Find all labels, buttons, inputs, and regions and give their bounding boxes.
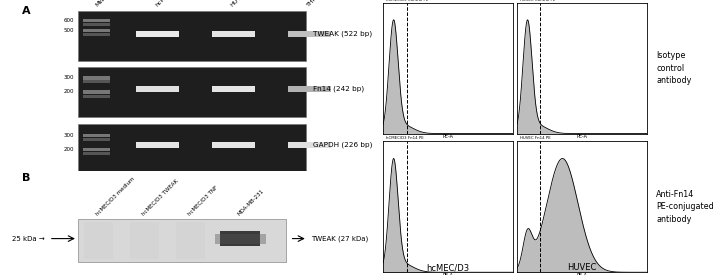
Text: 200: 200 — [64, 147, 74, 152]
X-axis label: PE-A: PE-A — [443, 134, 453, 139]
X-axis label: PE-A: PE-A — [576, 273, 588, 275]
Bar — [83, 148, 110, 152]
X-axis label: PE-A: PE-A — [576, 134, 588, 139]
Bar — [136, 86, 179, 92]
Text: 600: 600 — [64, 18, 74, 23]
Bar — [84, 222, 113, 259]
Text: hcMEC/D3 medium: hcMEC/D3 medium — [95, 176, 136, 216]
Text: hCMEC/D3 Control PE: hCMEC/D3 Control PE — [386, 0, 428, 2]
Text: hcMEC/D3 TNF: hcMEC/D3 TNF — [187, 185, 219, 216]
Text: 300: 300 — [64, 75, 74, 80]
Bar — [136, 31, 179, 37]
Text: HUVEC: HUVEC — [567, 263, 596, 272]
Text: hcMEC/D3: hcMEC/D3 — [154, 0, 180, 8]
Text: GAPDH (226 bp): GAPDH (226 bp) — [313, 141, 373, 148]
Text: HUVEC Control PE: HUVEC Control PE — [520, 0, 555, 2]
Bar — [83, 138, 110, 141]
Bar — [78, 67, 306, 117]
Bar — [288, 86, 331, 92]
Text: hcMEC/D3: hcMEC/D3 — [427, 263, 469, 272]
Text: Fn14 (242 bp): Fn14 (242 bp) — [313, 86, 365, 92]
Bar — [212, 86, 255, 92]
Bar — [83, 81, 110, 84]
Text: MW: MW — [94, 0, 106, 8]
Text: HUVEC: HUVEC — [230, 0, 249, 8]
Text: 300: 300 — [64, 133, 74, 138]
Bar — [83, 23, 110, 26]
Bar — [83, 29, 110, 32]
Bar — [215, 233, 266, 244]
Text: hcMEC/D3 TWEAK: hcMEC/D3 TWEAK — [141, 178, 179, 216]
Bar — [220, 232, 260, 246]
X-axis label: PE-A: PE-A — [443, 273, 453, 275]
Bar — [212, 31, 255, 37]
Text: THP-1: THP-1 — [306, 0, 323, 8]
Text: B: B — [22, 173, 30, 183]
Bar — [83, 95, 110, 98]
Bar — [83, 33, 110, 36]
Text: Isotype
control
antibody: Isotype control antibody — [656, 51, 692, 85]
Text: hCMEC/D3 Fn14 PE: hCMEC/D3 Fn14 PE — [386, 136, 424, 140]
Text: TWEAK (522 bp): TWEAK (522 bp) — [313, 31, 373, 37]
Bar — [83, 134, 110, 137]
Text: 25 kDa →: 25 kDa → — [12, 236, 45, 242]
Text: MDA-MB-231: MDA-MB-231 — [237, 188, 265, 216]
Bar — [130, 222, 159, 259]
Text: 500: 500 — [64, 28, 74, 33]
Text: TWEAK (27 kDa): TWEAK (27 kDa) — [311, 235, 368, 242]
Bar — [83, 18, 110, 22]
Text: Anti-Fn14
PE-conjugated
antibody: Anti-Fn14 PE-conjugated antibody — [656, 190, 714, 224]
Bar — [83, 152, 110, 155]
Bar — [78, 123, 306, 170]
Bar — [136, 142, 179, 148]
Bar — [175, 222, 205, 259]
Bar — [288, 31, 331, 37]
Text: A: A — [22, 6, 30, 16]
Bar — [212, 142, 255, 148]
Bar — [288, 142, 331, 148]
Bar — [78, 11, 306, 62]
Text: 200: 200 — [64, 89, 74, 94]
Bar — [83, 76, 110, 79]
Bar — [78, 219, 286, 262]
Bar — [83, 90, 110, 94]
Text: HUVEC Fn14 PE: HUVEC Fn14 PE — [520, 136, 550, 140]
